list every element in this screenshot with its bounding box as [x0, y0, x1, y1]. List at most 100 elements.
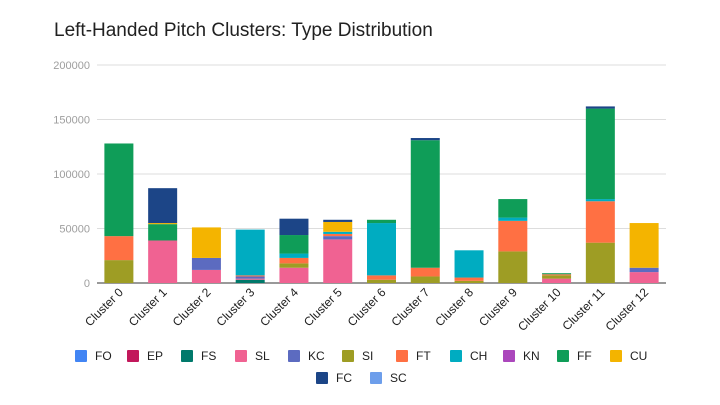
bar-segment [585, 242, 615, 283]
bar-segment [148, 223, 178, 225]
bar-segment [585, 199, 615, 202]
legend-swatch [127, 350, 139, 362]
legend-swatch [370, 372, 382, 384]
bar-segment [148, 240, 178, 283]
bar-segment [629, 223, 659, 268]
bar-segment [191, 269, 221, 283]
bar-segment [585, 108, 615, 200]
bar-segment [279, 257, 309, 264]
bar-segment [279, 218, 309, 236]
legend-label: FS [201, 349, 216, 363]
bar-segment [585, 201, 615, 243]
legend-label: FO [95, 349, 112, 363]
bar-segment [629, 267, 659, 273]
x-tick-label: Cluster 11 [560, 285, 608, 333]
bar-segment [410, 138, 440, 141]
chart-title: Left-Handed Pitch Clusters: Type Distrib… [54, 20, 433, 41]
x-tick-label: Cluster 7 [389, 285, 433, 329]
legend-label: CU [630, 349, 647, 363]
bar-segment [279, 253, 309, 258]
y-tick-label: 50000 [59, 224, 90, 236]
bar-segment [367, 219, 396, 224]
bar-segment [323, 231, 353, 234]
bar-segment [629, 272, 659, 283]
bar-segment [454, 280, 484, 283]
x-tick-label: Cluster 5 [301, 285, 345, 329]
bar-segment [498, 220, 528, 252]
x-tick-label: Cluster 10 [515, 285, 564, 334]
x-tick-label: Cluster 1 [126, 285, 170, 329]
bar-segment [454, 250, 484, 278]
legend-label: FF [577, 349, 592, 363]
bar-segment [367, 279, 396, 283]
bar-segment [104, 260, 134, 283]
bar-segment [323, 239, 353, 283]
bar-segment [367, 275, 396, 280]
x-tick-label: Cluster 6 [345, 285, 389, 329]
legend-swatch [316, 372, 328, 384]
y-tick-label: 200000 [53, 60, 90, 72]
legend-swatch [503, 350, 515, 362]
bar-segment [498, 251, 528, 283]
y-tick-label: 0 [84, 278, 90, 290]
x-tick-label: Cluster 3 [213, 285, 257, 329]
bar-segment [542, 274, 572, 276]
legend-label: FT [416, 349, 431, 363]
bar-segment [542, 278, 572, 283]
legend-label: KC [308, 349, 325, 363]
bar-segment [323, 221, 353, 232]
bar-segment [323, 233, 353, 237]
bar-segment [104, 236, 134, 261]
legend-swatch [181, 350, 193, 362]
y-tick-label: 100000 [53, 169, 90, 181]
bar-segment [454, 277, 484, 281]
x-tick-label: Cluster 0 [82, 285, 126, 329]
bar-segment [585, 106, 615, 109]
x-tick-label: Cluster 8 [432, 285, 476, 329]
bar-segment [104, 143, 134, 237]
legend-swatch [450, 350, 462, 362]
bar-segment [235, 278, 265, 280]
bar-segment [235, 276, 265, 279]
bar-segment [410, 276, 440, 283]
legend-label: SL [255, 349, 270, 363]
legend-label: KN [523, 349, 540, 363]
legend-label: FC [336, 371, 352, 385]
bar-segment [235, 229, 265, 276]
legend-label: EP [147, 349, 163, 363]
bar-segment [191, 257, 221, 270]
bar-segment [148, 188, 178, 224]
legend-swatch [610, 350, 622, 362]
bar-segment [542, 275, 572, 279]
x-tick-label: Cluster 4 [257, 285, 301, 329]
bar-segment [191, 227, 221, 258]
legend-swatch [288, 350, 300, 362]
legend-label: SC [390, 371, 407, 385]
x-tick-label: Cluster 12 [603, 285, 652, 334]
y-tick-label: 150000 [53, 115, 90, 127]
bar-segment [367, 223, 396, 276]
legend-swatch [396, 350, 408, 362]
bar-segment [323, 236, 353, 240]
bar-segment [148, 224, 178, 241]
bar-segment [542, 273, 572, 275]
legend-label: CH [470, 349, 487, 363]
legend-swatch [342, 350, 354, 362]
x-tick-label: Cluster 9 [476, 285, 520, 329]
bar-segment [410, 140, 440, 268]
bar-segment [235, 279, 265, 283]
bar-segment [498, 199, 528, 218]
bar-segment [235, 275, 265, 277]
x-tick-label: Cluster 2 [170, 285, 214, 329]
bar-segment [498, 217, 528, 221]
bar-segment [279, 235, 309, 254]
bar-segment [410, 267, 440, 277]
legend-swatch [557, 350, 569, 362]
bar-segment [279, 267, 309, 283]
bar-segment [323, 219, 353, 222]
legend-swatch [75, 350, 87, 362]
bar-segment [279, 263, 309, 268]
legend-label: SI [362, 349, 373, 363]
